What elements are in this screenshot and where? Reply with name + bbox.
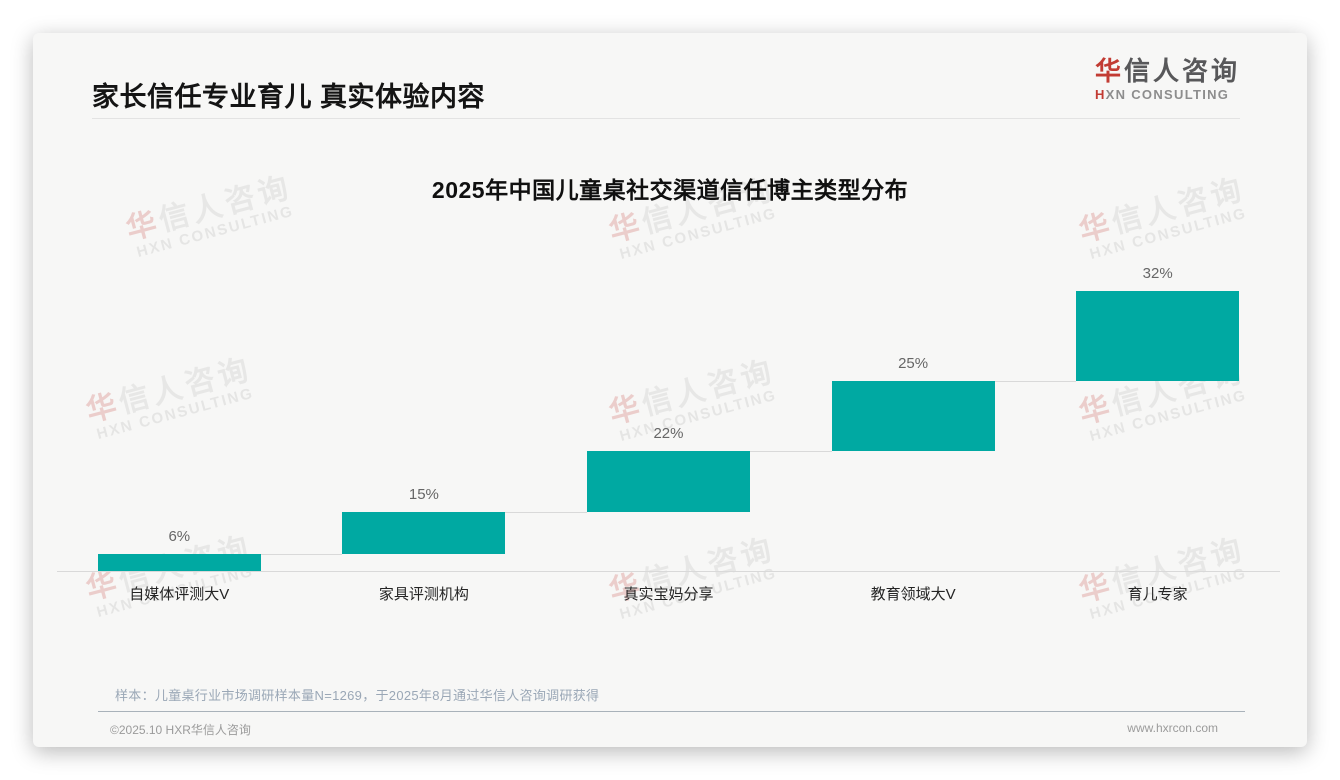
bar-category-label: 自媒体评测大V [129, 586, 230, 603]
bar-category-label: 真实宝妈分享 [623, 586, 714, 603]
slide-card: 华信人咨询 HXN CONSULTING 华信人咨询 HXN CONSULTING 华信… [33, 33, 1307, 747]
waterfall-bar [1076, 291, 1240, 381]
step-connector-line [994, 381, 1077, 382]
waterfall-bar [587, 450, 750, 513]
header-divider [92, 118, 1240, 119]
company-logo: 华信人咨询 HXN CONSULTING [1095, 57, 1240, 102]
chart-title: 2025年中国儿童桌社交渠道信任博主类型分布 [431, 177, 909, 203]
x-axis-line [57, 571, 1280, 572]
chart-plot-area: 6% 自媒体评测大V 15% 家具评测机构 22% 真实宝妈分享 25% 教育领域大V 32% 育… [33, 33, 1307, 747]
logo-en-rest: XN CONSULTING [1105, 86, 1230, 102]
step-connector-line [260, 554, 343, 555]
step-connector-line [505, 512, 587, 513]
logo-en-accent: H [1094, 86, 1106, 102]
waterfall-bar [97, 554, 261, 571]
bar-category-label: 育儿专家 [1127, 586, 1188, 603]
logo-chinese-text: 华信人咨询 [1095, 57, 1240, 86]
logo-rest-chars: 信人咨询 [1123, 56, 1240, 86]
logo-english-text: HXN CONSULTING [1095, 87, 1240, 102]
footer-divider [98, 711, 1245, 712]
bar-value-label: 6% [168, 528, 191, 546]
bar-value-label: 25% [898, 354, 929, 372]
bar-category-label: 教育领域大V [870, 586, 956, 603]
bar-value-label: 32% [1142, 265, 1173, 282]
bar-category-label: 家具评测机构 [378, 586, 469, 603]
bar-value-label: 15% [408, 486, 439, 504]
step-connector-line [750, 451, 832, 452]
waterfall-bar [342, 512, 506, 555]
copyright-text: ©2025.10 HXR华信人咨询 [110, 723, 251, 737]
sample-footnote: 样本：儿童桌行业市场调研样本量N=1269，于2025年8月通过华信人咨询调研获… [115, 688, 600, 703]
website-url: www.hxrcon.com [1127, 721, 1218, 735]
logo-accent-char: 华 [1094, 56, 1124, 86]
waterfall-bar [831, 380, 995, 451]
bar-value-label: 22% [653, 424, 684, 442]
page-title: 家长信任专业育儿 真实体验内容 [92, 82, 486, 112]
